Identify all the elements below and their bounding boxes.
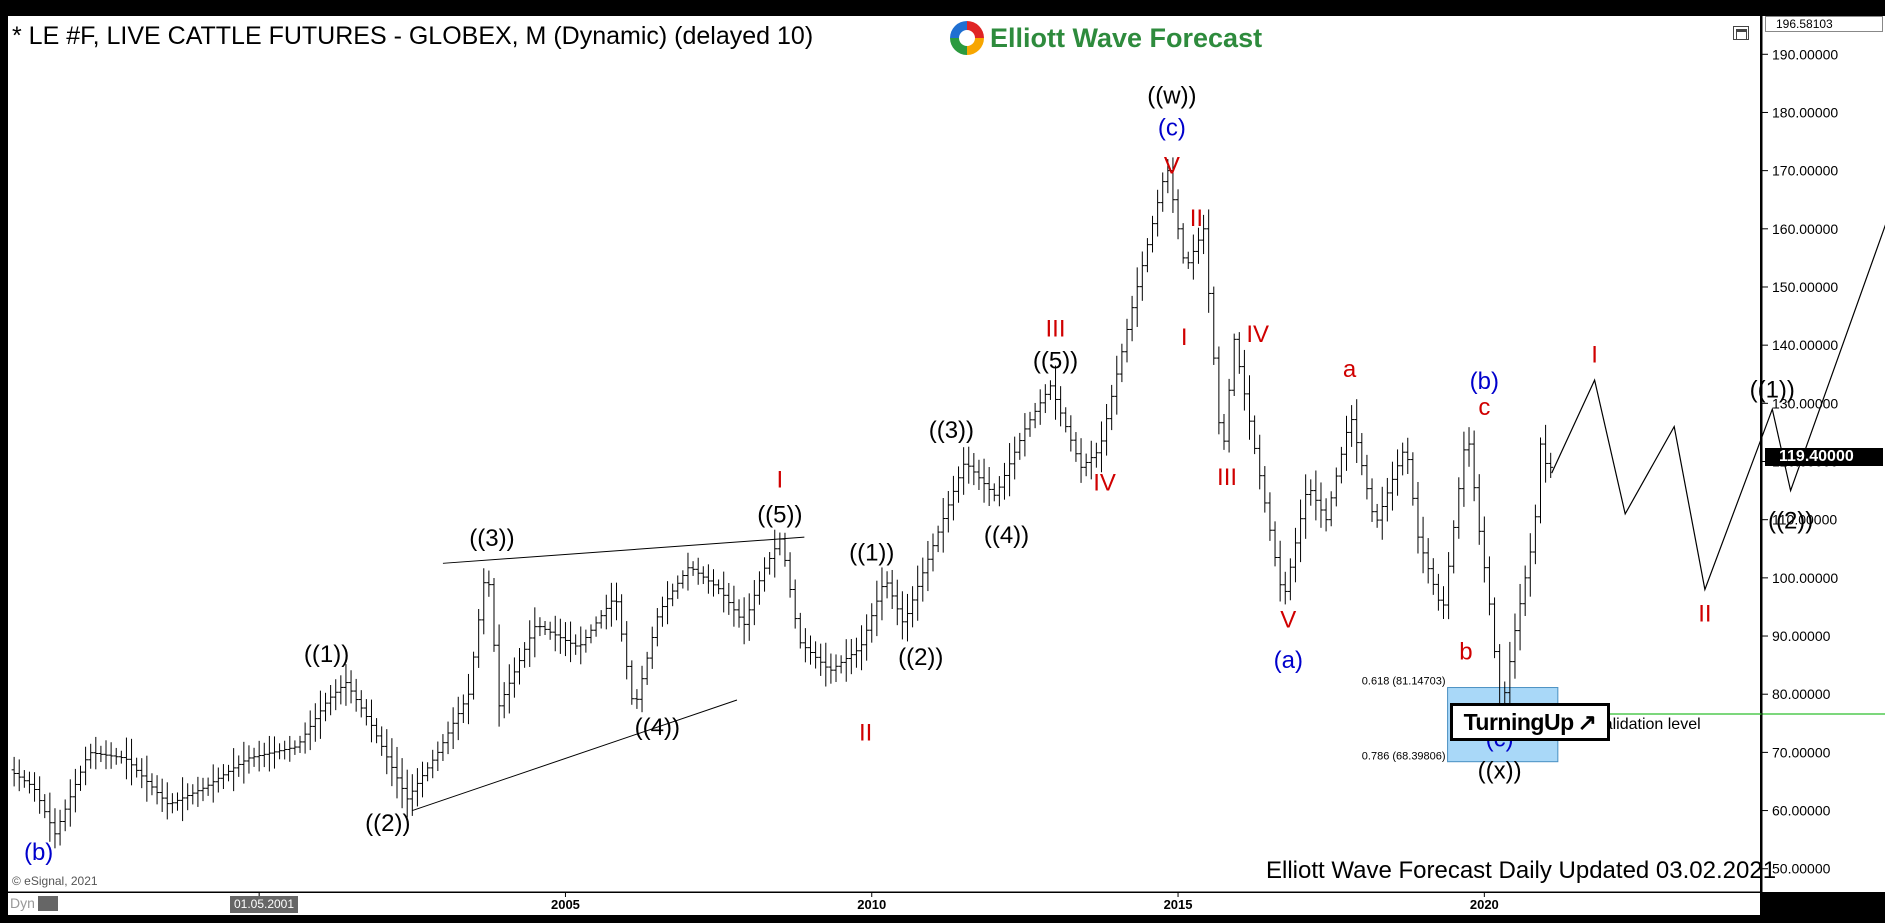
y-tick-label: 50.00000 [1772,861,1831,877]
wave-label: b [1459,638,1472,665]
x-tick-label: 2015 [1164,897,1193,912]
lines-layer: Invalidation level76.60000 [412,224,1885,812]
price-bars-layer [11,157,1554,849]
wave-label: IV [1246,321,1269,348]
y-tick-label: 100.00000 [1772,570,1838,586]
wave-label: ((2)) [365,810,410,837]
y-tick-label: 110.00000 [1772,512,1837,528]
wave-label: ((2)) [1768,507,1813,534]
fib-0786-label: 0.786 (68.39806) [1362,751,1446,763]
projection-path [1551,224,1885,592]
wave-label: I [1181,324,1188,351]
y-tick-label: 190.00000 [1772,46,1838,62]
ewf-swirl-icon [950,21,984,55]
wave-label: ((2)) [898,644,943,671]
trendline [442,536,805,564]
x-tick-label: 2005 [551,897,580,912]
dyn-label[interactable]: Dyn [10,895,35,911]
y-axis-layer: 50.00000 60.00000 70.00000 80.00000 90.00000… [1761,16,1838,892]
wave-label: ((4)) [635,714,680,741]
y-tick-label: 60.00000 [1772,803,1831,819]
cursor-date-tag: 01.05.2001 [230,896,298,913]
wave-label: V [1280,606,1296,633]
last-price-tag: 119.40000 [1765,448,1883,466]
wave-label: (c) [1158,115,1186,142]
wave-label: I [1591,342,1598,369]
wave-label: II [1698,600,1711,627]
wave-label: ((1)) [849,539,894,566]
brand-logo: Elliott Wave Forecast [950,18,1262,58]
y-tick-label: 160.00000 [1772,221,1838,237]
y-tick-label: 140.00000 [1772,337,1838,353]
wave-label: ((3)) [469,525,514,552]
wave-label: (a) [1274,647,1303,674]
wave-label: (b) [1470,368,1499,395]
wave-label: V [1164,153,1180,180]
wave-label: ((3)) [929,417,974,444]
dyn-toggle-button[interactable] [38,896,58,911]
time-axis-panel[interactable] [8,893,1760,915]
wave-label: a [1343,356,1357,383]
trendline [412,699,738,812]
turning-up-text: TurningUp [1463,708,1575,735]
turning-up-badge: TurningUp ↗ [1450,703,1610,741]
y-tick-label: 130.00000 [1772,395,1838,411]
top-price-tag: 196.58103 [1765,16,1883,32]
wave-label: ((1)) [1750,377,1795,404]
brand-name: Elliott Wave Forecast [990,22,1263,53]
maximize-icon[interactable] [1733,26,1749,40]
y-tick-label: 90.00000 [1772,628,1831,644]
wave-label: II [1190,205,1203,232]
wave-label: ((5)) [757,502,802,529]
update-footer: Elliott Wave Forecast Daily Updated 03.0… [1266,857,1777,884]
x-tick-label: 2020 [1470,897,1499,912]
wave-label: ((1)) [304,641,349,668]
y-tick-label: 70.00000 [1772,744,1831,760]
y-tick-label: 180.00000 [1772,104,1838,120]
x-tick-label: 2010 [857,897,886,912]
wave-label: ((5)) [1033,347,1078,374]
wave-label: ((4)) [984,522,1029,549]
wave-label: I [777,467,784,494]
wave-label: III [1046,315,1066,342]
y-tick-label: 170.00000 [1772,163,1838,179]
invalidation-label: Invalidation level [1582,716,1700,733]
copyright-text: © eSignal, 2021 [12,874,98,888]
wave-label: ((x)) [1478,758,1522,785]
wave-label: (b) [24,839,53,866]
wave-label: IV [1093,470,1116,497]
wave-label: III [1217,464,1237,491]
chart-title: * LE #F, LIVE CATTLE FUTURES - GLOBEX, M… [12,22,814,50]
y-tick-label: 80.00000 [1772,686,1831,702]
y-tick-label: 150.00000 [1772,279,1838,295]
wave-label: c [1478,394,1490,421]
fib-0618-label: 0.618 (81.14703) [1362,676,1446,688]
wave-label: ((w)) [1147,83,1196,110]
arrow-up-right-icon: ↗ [1577,708,1597,735]
wave-label: II [859,720,872,747]
